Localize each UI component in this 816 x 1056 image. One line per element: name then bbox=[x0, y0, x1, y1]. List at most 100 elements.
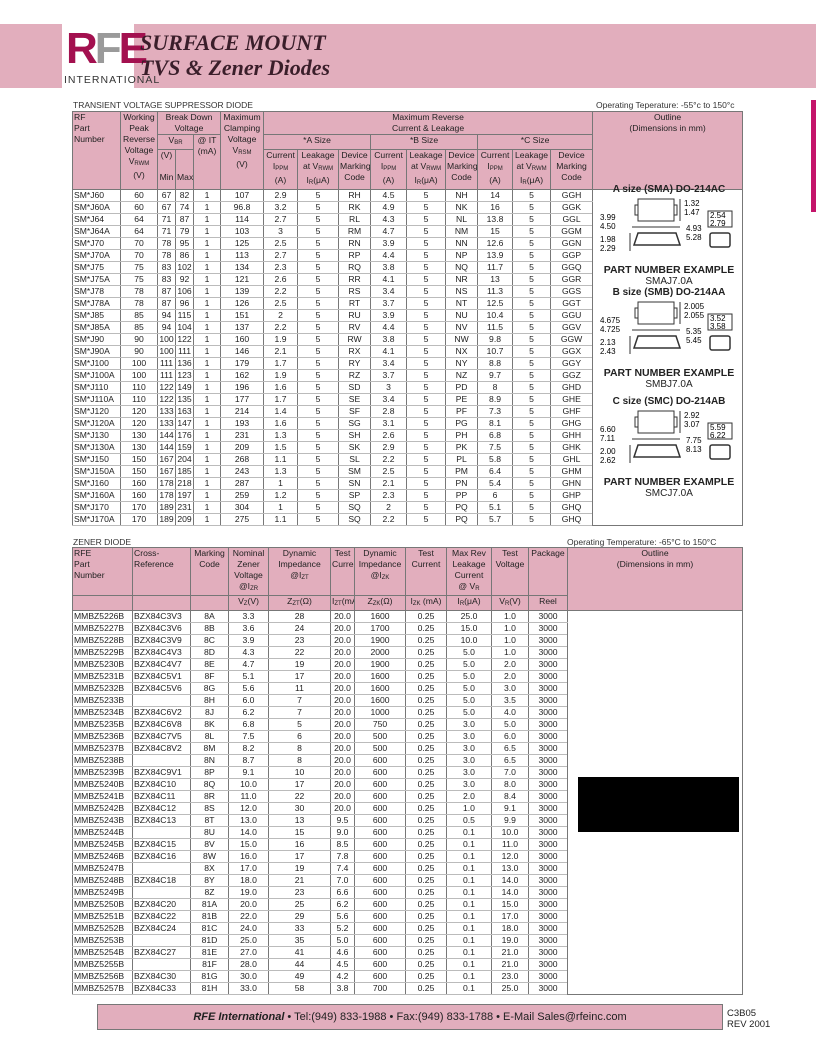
table-cell: 20.0 bbox=[330, 646, 355, 659]
col-it: @ IT (mA) bbox=[192, 134, 222, 190]
table-cell: GGP bbox=[550, 249, 594, 262]
table-cell: 5 bbox=[297, 501, 340, 514]
table-cell: 71 bbox=[157, 225, 176, 238]
table-cell: 5 bbox=[406, 309, 447, 322]
table-row: SM*J60A 60 67 74 1 96.8 3.2 5 RK 4.9 5 NK 16 5 GGK bbox=[72, 201, 743, 214]
col-a-current: Current IPPM (A) bbox=[263, 149, 299, 190]
table-cell: 1 bbox=[192, 489, 222, 502]
table-cell: 21 bbox=[268, 874, 331, 887]
table-cell: 3000 bbox=[528, 670, 568, 683]
table-cell: 24.0 bbox=[228, 922, 269, 935]
zener-col-unit bbox=[190, 595, 229, 611]
table-cell: 5 bbox=[297, 477, 340, 490]
table-cell: 12.6 bbox=[477, 237, 514, 250]
table-cell: 0.1 bbox=[446, 874, 492, 887]
table-cell: SM*J64A bbox=[72, 225, 121, 238]
table-cell: GGU bbox=[550, 309, 594, 322]
table-cell: 20.0 bbox=[330, 754, 355, 767]
table-cell: 1.6 bbox=[263, 417, 299, 430]
table-cell: 3.7 bbox=[370, 369, 408, 382]
zener-col-unit: IZT(mA) bbox=[330, 595, 355, 611]
table-cell: 5 bbox=[512, 201, 552, 214]
table-cell: 0.25 bbox=[405, 742, 447, 755]
table-cell: 5.2 bbox=[330, 922, 355, 935]
table-cell: MMBZ5226B bbox=[72, 610, 133, 623]
table-cell: 25 bbox=[268, 898, 331, 911]
table-cell: 1 bbox=[192, 321, 222, 334]
table-cell: 600 bbox=[354, 778, 406, 791]
table-cell: SM*J85 bbox=[72, 309, 121, 322]
table-cell: 5 bbox=[512, 261, 552, 274]
table-cell bbox=[132, 826, 191, 839]
table-cell: 2.6 bbox=[370, 429, 408, 442]
footer-company: RFE International bbox=[193, 1011, 285, 1023]
table-cell: 11.0 bbox=[228, 790, 269, 803]
table-cell: RQ bbox=[338, 261, 372, 274]
table-cell: SM*J110 bbox=[72, 381, 121, 394]
table-cell: 81F bbox=[190, 958, 229, 971]
table-cell: 15.0 bbox=[446, 622, 492, 635]
table-row: MMBZ5257B BZX84C33 81H 33.0 58 3.8 700 0.25 0.1 2… bbox=[72, 982, 743, 995]
table-cell: NU bbox=[445, 309, 479, 322]
table-cell: MMBZ5236B bbox=[72, 730, 133, 743]
zener-col-header: RFE Part Number bbox=[72, 547, 133, 596]
table-cell: 1700 bbox=[354, 622, 406, 635]
table-cell: 7.5 bbox=[477, 441, 514, 454]
table-cell: 83 bbox=[157, 273, 176, 286]
table-cell: RN bbox=[338, 237, 372, 250]
table-cell: 20.0 bbox=[330, 634, 355, 647]
table-cell: RZ bbox=[338, 369, 372, 382]
table-cell: 5 bbox=[406, 501, 447, 514]
table-cell: 700 bbox=[354, 982, 406, 995]
table-cell: 3.4 bbox=[370, 285, 408, 298]
table-row: SM*J90A 90 100 111 1 146 2.1 5 RX 4.1 5 NX 10.7 5 GGX bbox=[72, 345, 743, 358]
table-cell: 2.3 bbox=[370, 489, 408, 502]
table-row: MMBZ5232B BZX84C5V6 8G 5.6 11 20.0 1600 0.25 5.0… bbox=[72, 682, 743, 695]
table-cell: NM bbox=[445, 225, 479, 238]
table-cell: 5 bbox=[297, 465, 340, 478]
table-row: MMBZ5235B BZX84C6V8 8K 6.8 5 20.0 750 0.25 3.0 5.… bbox=[72, 718, 743, 731]
table-cell: 7.0 bbox=[330, 874, 355, 887]
col-outline: Outline (Dimensions in mm) bbox=[592, 111, 744, 190]
table-cell: SM*J160A bbox=[72, 489, 121, 502]
table-cell: 3000 bbox=[528, 910, 568, 923]
table-cell: 193 bbox=[220, 417, 265, 430]
table-cell: 3000 bbox=[528, 610, 568, 623]
table-cell: MMBZ5247B bbox=[72, 862, 133, 875]
table-cell: 20.0 bbox=[330, 778, 355, 791]
table-cell: 1 bbox=[263, 501, 299, 514]
table-cell: SM*J100 bbox=[72, 357, 121, 370]
table-cell bbox=[132, 886, 191, 899]
col-b-current: Current IPPM (A) bbox=[370, 149, 408, 190]
table-cell: SE bbox=[338, 393, 372, 406]
tvs-temperature: Operating Teperature: -55°c to 150°c bbox=[596, 100, 735, 110]
table-cell: 4.7 bbox=[228, 658, 269, 671]
table-cell: 1 bbox=[192, 465, 222, 478]
table-cell: MMBZ5238B bbox=[72, 754, 133, 767]
table-cell: SN bbox=[338, 477, 372, 490]
table-cell: 6.6 bbox=[330, 886, 355, 899]
table-cell: 21.0 bbox=[491, 946, 529, 959]
table-cell: 5.6 bbox=[228, 682, 269, 695]
table-cell: BZX84C3V3 bbox=[132, 610, 191, 623]
table-cell: 5.1 bbox=[228, 670, 269, 683]
table-cell: 1.1 bbox=[263, 513, 299, 526]
table-cell: 106 bbox=[175, 285, 194, 298]
table-cell: MMBZ5227B bbox=[72, 622, 133, 635]
table-cell: GGV bbox=[550, 321, 594, 334]
table-cell: 1 bbox=[192, 201, 222, 214]
table-cell: 5 bbox=[406, 297, 447, 310]
table-cell: 5 bbox=[268, 718, 331, 731]
table-cell: BZX84C5V1 bbox=[132, 670, 191, 683]
table-cell: 3.3 bbox=[228, 610, 269, 623]
table-cell: 13.0 bbox=[228, 814, 269, 827]
table-cell: SM*J90A bbox=[72, 345, 121, 358]
table-cell: 9.1 bbox=[491, 802, 529, 815]
table-cell: 600 bbox=[354, 862, 406, 875]
package-title: A size (SMA) DO-214AC bbox=[612, 184, 726, 195]
table-cell: 78 bbox=[157, 237, 176, 250]
table-cell: MMBZ5229B bbox=[72, 646, 133, 659]
table-cell: BZX84C24 bbox=[132, 922, 191, 935]
table-cell: PE bbox=[445, 393, 479, 406]
